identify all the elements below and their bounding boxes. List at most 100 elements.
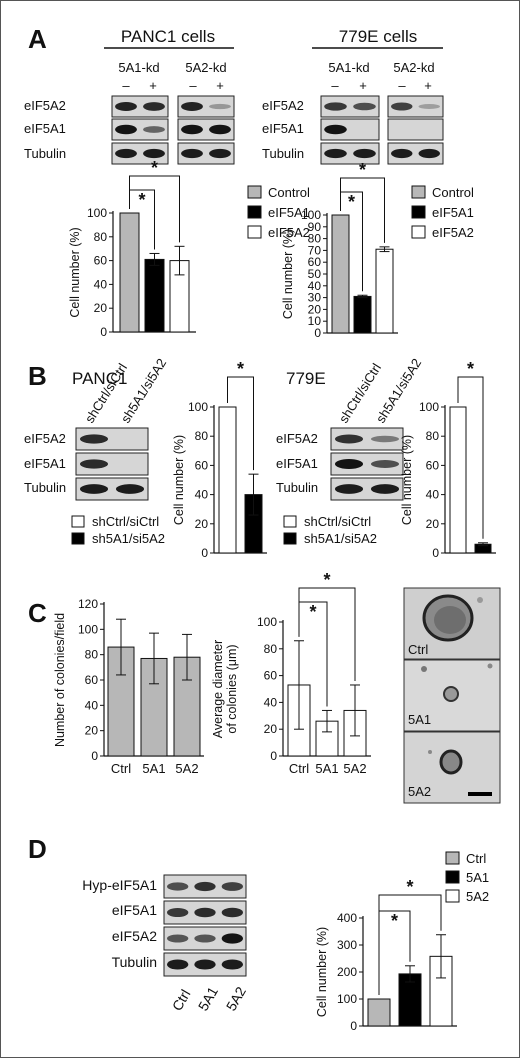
- blot-band: [181, 102, 203, 111]
- blot-strip: [111, 118, 169, 141]
- bar-eif5a1: [144, 258, 165, 333]
- sign-minus: –: [122, 78, 130, 93]
- legend-panel-a-panc1: Control eIF5A1 eIF5A2: [247, 185, 310, 240]
- blot-band: [370, 484, 400, 494]
- legend-label-shctrl: shCtrl/siCtrl: [304, 514, 371, 529]
- panel-letter-b: B: [28, 361, 47, 391]
- blot-band: [221, 959, 243, 970]
- chart-b-panc1: 0 20 40 60 80 100 Cell number (%) *: [172, 359, 267, 560]
- y-tick-label: 20: [85, 724, 99, 738]
- kd-label-panc1-5a1: 5A1-kd: [118, 60, 159, 75]
- blot-band: [79, 459, 109, 469]
- sign-plus: +: [359, 78, 367, 93]
- y-tick-label: 60: [264, 669, 278, 683]
- panel-b-title-779e: 779E: [286, 369, 326, 388]
- significance-star: *: [406, 877, 413, 897]
- blot-band: [324, 148, 347, 159]
- bar-ctrl: [367, 998, 391, 1027]
- kd-label-779e-5a2: 5A2-kd: [393, 60, 434, 75]
- kd-label-779e-5a1: 5A1-kd: [328, 60, 369, 75]
- significance-bracket: [129, 175, 180, 243]
- legend-swatch-5a2: [445, 889, 460, 903]
- y-axis-label: Cell number (%): [281, 229, 295, 319]
- blot-strip: [111, 95, 169, 118]
- blot-strip: [75, 452, 149, 476]
- legend-swatch-eif5a1: [247, 205, 262, 219]
- significance-star: *: [309, 602, 316, 622]
- legend-label-control: Control: [432, 185, 474, 200]
- small-cell: [487, 663, 493, 669]
- blot-band: [194, 959, 216, 970]
- panel-letter-a: A: [28, 24, 47, 54]
- y-tick-label: 70: [308, 243, 322, 257]
- legend-label-control: Control: [268, 185, 310, 200]
- blot-strip: [387, 142, 444, 165]
- y-tick-label: 300: [337, 938, 357, 952]
- micrograph-frame: [403, 731, 501, 804]
- blot-label-eif5a1: eIF5A1: [24, 121, 66, 136]
- y-tick-label: 60: [85, 673, 99, 687]
- blot-band: [167, 907, 189, 918]
- y-tick-label: 20: [195, 517, 209, 531]
- blot-band: [79, 484, 109, 494]
- blot-band: [209, 124, 231, 135]
- x-tick-label: 5A2: [343, 761, 366, 776]
- legend-swatch-eif5a2: [247, 225, 262, 239]
- y-tick-label: 100: [419, 400, 439, 414]
- blot-band: [391, 148, 413, 159]
- legend-panel-a-779e: Control eIF5A1 eIF5A2: [411, 185, 474, 240]
- y-tick-label: 10: [308, 314, 322, 328]
- x-tick-label: 5A1: [315, 761, 338, 776]
- blot-label-eif5a2: eIF5A2: [24, 431, 66, 446]
- western-blots-panel-d: [163, 874, 247, 977]
- blot-strip: [177, 142, 235, 165]
- y-tick-label: 40: [85, 698, 99, 712]
- bar-shctrl-sictrl: [218, 406, 237, 554]
- blot-band: [194, 881, 216, 892]
- significance-star: *: [359, 160, 366, 180]
- kd-label-panc1-5a2: 5A2-kd: [185, 60, 226, 75]
- y-tick-label: 0: [270, 749, 277, 763]
- panel-letter-c: C: [28, 598, 47, 628]
- blot-label-tubulin: Tubulin: [24, 480, 66, 495]
- bar-control: [119, 212, 140, 333]
- blot-band: [334, 459, 364, 469]
- micrograph-label-5a1: 5A1: [408, 712, 431, 727]
- blot-strip: [320, 142, 380, 165]
- bar-shctrl-sictrl: [449, 406, 467, 554]
- legend-swatch-eif5a2: [411, 225, 426, 239]
- y-tick-label: 20: [94, 301, 108, 315]
- significance-bracket: [378, 894, 442, 995]
- y-axis-label: Cell number (%): [172, 435, 186, 525]
- significance-star: *: [348, 192, 355, 212]
- blot-label-hyp-eif5a1: Hyp-eIF5A1: [82, 877, 157, 893]
- blot-label-tubulin: Tubulin: [24, 146, 66, 161]
- y-tick-label: 20: [426, 517, 440, 531]
- legend-label-sh5a1: sh5A1/si5A2: [304, 531, 377, 546]
- blot-strip: [75, 427, 149, 451]
- blot-label-tubulin: Tubulin: [262, 146, 304, 161]
- blot-band: [334, 434, 364, 444]
- blot-strip: [320, 118, 380, 141]
- sign-plus: +: [149, 78, 157, 93]
- significance-bracket: [298, 587, 356, 681]
- y-tick-label: 80: [426, 429, 440, 443]
- blot-band: [324, 102, 347, 111]
- significance-star: *: [138, 190, 145, 210]
- y-tick-label: 80: [85, 648, 99, 662]
- blot-strip: [177, 95, 235, 118]
- blot-band: [324, 124, 347, 135]
- chart-c-colonies: 0 20 40 60 80 100 120 Number of colonies/field C…: [53, 597, 204, 776]
- micrograph-label-ctrl: Ctrl: [408, 642, 428, 657]
- chart-b-779e: 0 20 40 60 80 100 Cell number (%) *: [400, 359, 496, 560]
- blot-strip: [330, 452, 404, 476]
- legend-label-eif5a2: eIF5A2: [432, 225, 474, 240]
- y-tick-label: 400: [337, 911, 357, 925]
- y-tick-label: 80: [308, 232, 322, 246]
- small-cell: [421, 666, 427, 672]
- y-tick-label: 40: [195, 488, 209, 502]
- sign-plus: +: [216, 78, 224, 93]
- y-tick-label: 40: [264, 695, 278, 709]
